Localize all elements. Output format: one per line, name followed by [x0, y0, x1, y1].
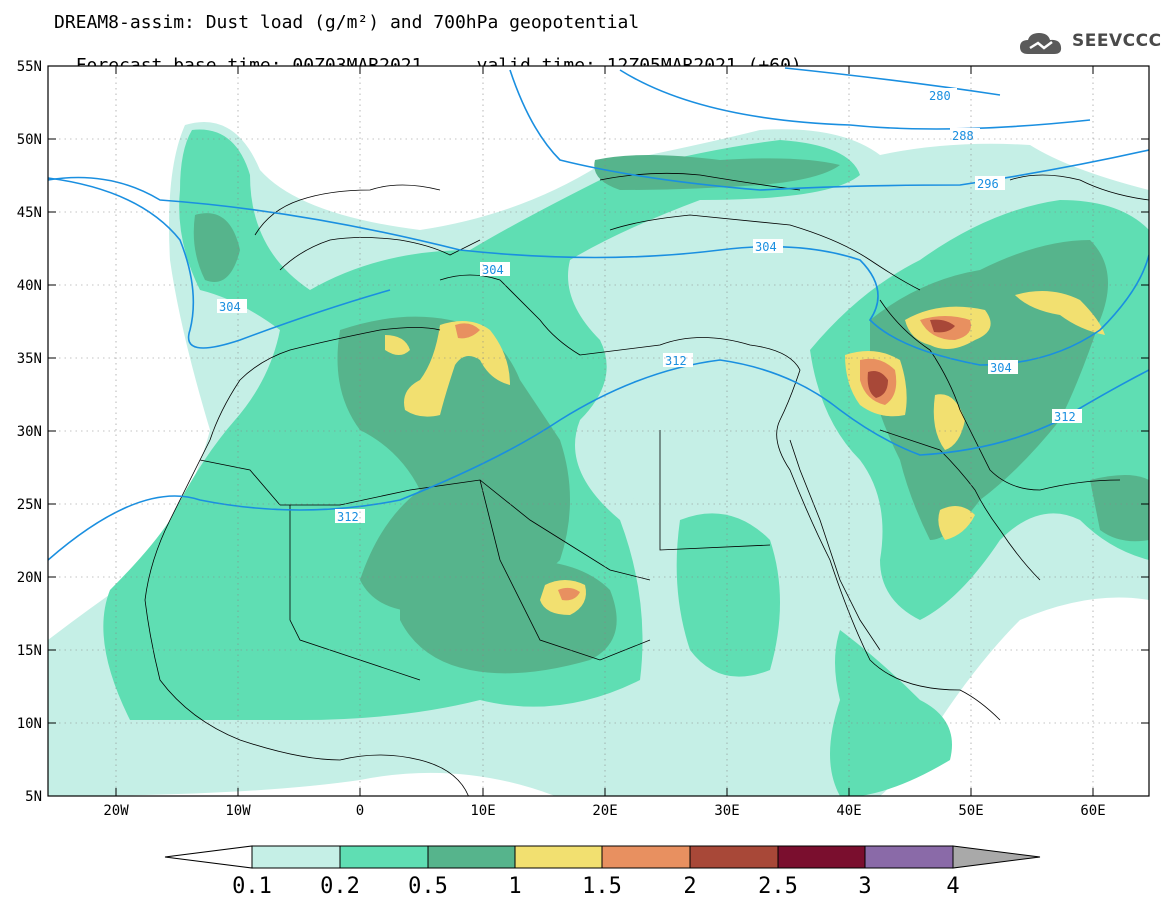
contour-label: 288 — [952, 129, 974, 143]
lon-label: 30E — [714, 803, 739, 819]
lon-label: 20W — [103, 803, 129, 819]
colorbar-tick: 0.5 — [408, 874, 448, 899]
lat-label: 10N — [17, 716, 42, 732]
colorbar-segment — [427, 845, 516, 869]
contour-label: 296 — [977, 177, 999, 191]
contour-296 — [509, 69, 1149, 191]
lon-label: 10W — [225, 803, 251, 819]
lat-label: 50N — [17, 132, 42, 148]
colorbar-segment — [601, 845, 691, 869]
colorbar-tick: 3 — [858, 874, 871, 899]
colorbar: 0.1 0.2 0.5 1 1.5 2 2.5 3 4 — [164, 845, 1041, 899]
contour-280 — [784, 67, 1001, 96]
contour-label: 304 — [990, 361, 1012, 375]
contour-label: 304 — [219, 300, 241, 314]
axis-ticks — [48, 65, 1149, 796]
colorbar-segment — [514, 845, 603, 869]
cloud-icon — [1020, 33, 1062, 54]
lat-label: 25N — [17, 497, 42, 513]
colorbar-segment — [864, 845, 954, 869]
contour-288 — [619, 69, 1091, 130]
colorbar-segment — [251, 845, 341, 869]
map-title: DREAM8-assim: Dust load (g/m²) and 700hP… — [54, 12, 640, 33]
colorbar-tick: 2.5 — [758, 874, 798, 899]
lat-label: 15N — [17, 643, 42, 659]
geopotential-contours — [48, 67, 1149, 561]
dust-field — [48, 122, 1149, 796]
lat-label: 40N — [17, 278, 42, 294]
lat-label: 35N — [17, 351, 42, 367]
lon-label: 50E — [958, 803, 983, 819]
contour-labels: 280 288 296 304 304 304 304 312 312 312 — [217, 88, 1082, 524]
dust-band-brown — [867, 319, 955, 398]
colorbar-segment — [689, 845, 779, 869]
lat-label: 5N — [25, 789, 42, 805]
lat-label: 20N — [17, 570, 42, 586]
colorbar-segment — [777, 845, 866, 869]
contour-label: 304 — [482, 263, 504, 277]
contour-label: 312 — [1054, 410, 1076, 424]
longitude-labels: 20W 10W 0 10E 20E 30E 40E 50E 60E — [103, 803, 1105, 819]
colorbar-tick: 0.2 — [320, 874, 360, 899]
seevccc-logo: SEEVCCC — [1018, 30, 1161, 58]
contour-304b — [48, 177, 391, 349]
lon-label: 60E — [1080, 803, 1105, 819]
graticule — [48, 66, 1149, 796]
contour-label: 312 — [337, 510, 359, 524]
lon-label: 0 — [356, 803, 364, 819]
contour-label: 312 — [665, 354, 687, 368]
colorbar-tick: 2 — [683, 874, 696, 899]
contour-label: 304 — [755, 240, 777, 254]
lat-label: 45N — [17, 205, 42, 221]
colorbar-under-arrow — [164, 845, 253, 869]
lat-label: 55N — [17, 59, 42, 75]
dust-band-yellow — [385, 291, 1105, 615]
lat-label: 30N — [17, 424, 42, 440]
latitude-labels: 55N 50N 45N 40N 35N 30N 25N 20N 15N 10N … — [17, 59, 42, 805]
colorbar-tick: 0.1 — [232, 874, 272, 899]
colorbar-over-arrow — [952, 845, 1041, 869]
contour-304 — [48, 176, 1149, 366]
lon-label: 10E — [470, 803, 495, 819]
coastlines — [144, 172, 1149, 796]
lon-label: 40E — [836, 803, 861, 819]
colorbar-tick: 1.5 — [582, 874, 622, 899]
logo-text: SEEVCCC — [1072, 31, 1162, 51]
contour-label: 280 — [929, 89, 951, 103]
colorbar-tick: 1 — [508, 874, 521, 899]
colorbar-tick: 4 — [946, 874, 959, 899]
colorbar-segment — [339, 845, 429, 869]
lon-label: 20E — [592, 803, 617, 819]
